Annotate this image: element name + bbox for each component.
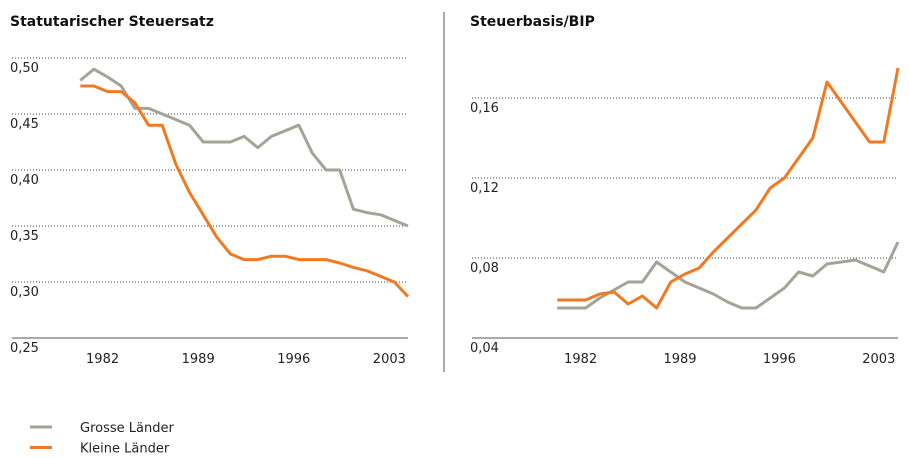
x-tick-label: 1982 [564, 352, 597, 367]
x-tick-label: 1989 [182, 352, 215, 367]
x-tick-label: 1982 [86, 352, 119, 367]
y-tick-label: 0,16 [470, 101, 499, 116]
y-tick-label: 0,50 [10, 61, 39, 76]
legend-label: Kleine Länder [80, 442, 170, 457]
series-line [557, 241, 900, 310]
y-tick-label: 0,35 [10, 229, 39, 244]
y-tick-label: 0,45 [10, 117, 39, 132]
chart-title: Steuerbasis/BIP [470, 14, 595, 30]
y-tick-label: 0,12 [470, 181, 499, 196]
x-tick-label: 1996 [763, 352, 796, 367]
series-line [557, 67, 900, 310]
x-tick-label: 2003 [862, 352, 895, 367]
series-line [79, 67, 409, 228]
y-tick-label: 0,04 [470, 341, 499, 356]
x-tick-label: 1996 [277, 352, 310, 367]
x-tick-label: 1989 [663, 352, 696, 367]
legend-label: Grosse Länder [80, 421, 174, 436]
x-tick-label: 2003 [373, 352, 406, 367]
y-tick-label: 0,30 [10, 285, 39, 300]
y-tick-label: 0,08 [470, 261, 499, 276]
series-line [80, 84, 410, 298]
chart-title: Statutarischer Steuersatz [10, 14, 214, 30]
y-tick-label: 0,25 [10, 341, 39, 356]
y-tick-label: 0,40 [10, 173, 39, 188]
